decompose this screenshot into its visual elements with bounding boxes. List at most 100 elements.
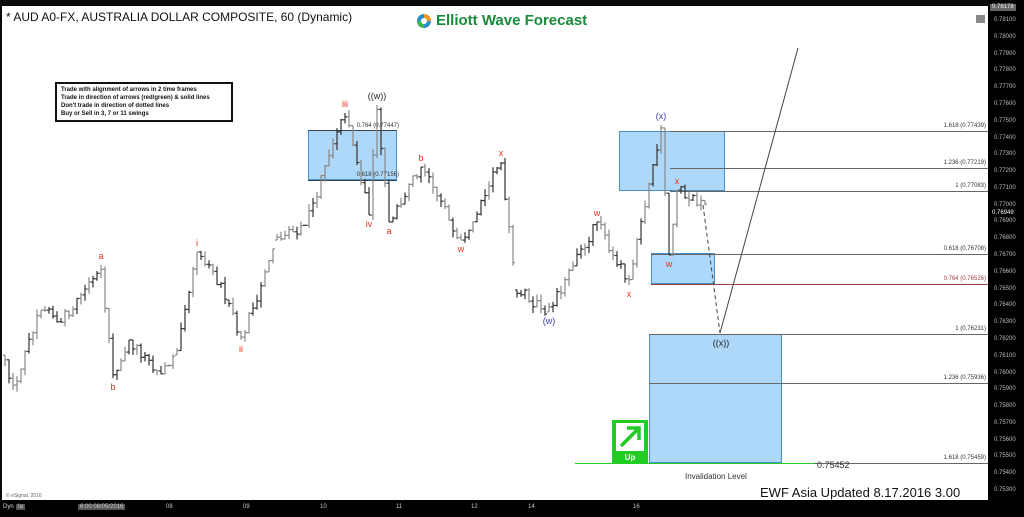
ohlc-bar xyxy=(491,167,495,193)
ohlc-bar xyxy=(7,359,11,384)
ohlc-bar xyxy=(335,128,339,151)
price-tick-label: 0.75600 xyxy=(994,436,1016,443)
time-tick-label: 08 xyxy=(166,504,173,510)
ohlc-bar xyxy=(291,225,295,233)
price-tick-label: 0.77400 xyxy=(994,134,1016,141)
ohlc-bar xyxy=(203,251,207,267)
ohlc-bar xyxy=(167,364,171,367)
ohlc-bar xyxy=(655,144,659,167)
wave-label: w xyxy=(593,207,601,218)
ohlc-bar xyxy=(143,351,147,362)
ohlc-bar xyxy=(135,343,139,355)
ohlc-bar xyxy=(455,227,459,240)
price-tick-label: 0.76500 xyxy=(994,285,1016,292)
ohlc-bar xyxy=(339,118,343,135)
wave-label: i xyxy=(196,237,198,248)
ohlc-bar xyxy=(407,183,411,202)
wave-label: w xyxy=(457,244,465,255)
time-axis[interactable]: Dyn Ia 6:00 08/05/2016 08 09 10 11 12 14 16 xyxy=(0,500,988,517)
ohlc-bar xyxy=(327,149,331,167)
wave-label: b xyxy=(418,153,424,164)
ohlc-bar xyxy=(27,332,31,354)
ohlc-bar xyxy=(3,354,7,367)
ohlc-bar xyxy=(647,182,651,209)
projection-dotted-line xyxy=(702,204,721,334)
price-tick-label: 0.76000 xyxy=(994,369,1016,376)
chart-plot-area[interactable]: * AUD A0-FX, AUSTRALIA DOLLAR COMPOSITE,… xyxy=(2,6,988,500)
ohlc-bar xyxy=(187,290,191,314)
projection-solid-line xyxy=(719,47,799,334)
ohlc-bar xyxy=(699,195,703,211)
ohlc-bar xyxy=(447,204,451,221)
ohlc-bar xyxy=(287,225,291,240)
ohlc-bar xyxy=(467,229,471,240)
fib-level-line xyxy=(649,463,988,465)
price-tick-label: 0.75500 xyxy=(994,453,1016,460)
time-tick-label: 10 xyxy=(320,504,327,510)
ohlc-bar xyxy=(91,275,95,288)
fib-box-top-label: 0.764 (0.77447) xyxy=(356,123,399,129)
ohlc-bar xyxy=(483,189,487,207)
price-tick-label: 0.77500 xyxy=(994,117,1016,124)
ohlc-bar xyxy=(375,104,379,159)
ohlc-bar xyxy=(527,288,531,303)
fib-level-line xyxy=(670,130,988,132)
ohlc-bar xyxy=(223,276,227,305)
fib-level-line xyxy=(649,383,988,385)
logo-icon xyxy=(417,13,431,28)
chart-title: * AUD A0-FX, AUSTRALIA DOLLAR COMPOSITE,… xyxy=(6,10,353,24)
price-tick-label: 0.75900 xyxy=(994,386,1016,393)
ohlc-bar xyxy=(159,366,163,375)
ohlc-bar xyxy=(687,192,691,207)
ohlc-bar xyxy=(267,260,271,273)
ohlc-bar xyxy=(307,204,311,229)
ohlc-bar xyxy=(299,221,303,236)
ohlc-bar xyxy=(663,127,667,197)
fib-box-bottom-line xyxy=(308,180,397,181)
price-tick-label: 0.77100 xyxy=(994,184,1016,191)
ohlc-bar xyxy=(555,287,559,307)
ohlc-bar xyxy=(59,317,63,323)
price-axis[interactable]: 0.78100 0.78000 0.77900 0.77800 0.77700 0.776… xyxy=(988,0,1024,517)
ohlc-bar xyxy=(391,216,395,223)
ohlc-bar xyxy=(175,348,179,356)
fib-box-x-upper xyxy=(619,131,725,191)
ohlc-bar xyxy=(155,369,159,376)
price-tick-label: 0.77000 xyxy=(994,201,1016,208)
ohlc-bar xyxy=(183,305,187,332)
price-tick-label: 0.77700 xyxy=(994,84,1016,91)
ohlc-bar xyxy=(519,289,523,297)
price-tick-label: 0.76400 xyxy=(994,302,1016,309)
ohlc-bar xyxy=(123,346,127,362)
ohlc-bar xyxy=(631,259,635,281)
ohlc-bar xyxy=(435,186,439,202)
ohlc-bar xyxy=(651,164,655,187)
fib-level-label: 0.618 (0.76708) xyxy=(943,245,986,252)
ohlc-bar xyxy=(415,174,419,180)
ohlc-bar xyxy=(495,166,499,175)
ohlc-bar xyxy=(463,232,467,243)
ohlc-bar xyxy=(411,175,415,188)
ohlc-bar xyxy=(99,265,103,279)
ohlc-bar xyxy=(311,197,315,217)
ohlc-bar xyxy=(423,163,427,177)
expand-icon[interactable] xyxy=(976,15,985,23)
ohlc-bar xyxy=(39,309,43,319)
ohlc-bar xyxy=(703,199,707,205)
ohlc-bar xyxy=(403,192,407,205)
fib-level-label: 1.618 (0.75459) xyxy=(943,455,986,462)
ohlc-bar xyxy=(615,251,619,268)
rule-line: Trade with alignment of arrows in 2 time… xyxy=(61,87,197,93)
ohlc-bar xyxy=(19,368,23,384)
rule-line: Don't trade in direction of dotted lines xyxy=(61,103,170,109)
time-tick-label: 09 xyxy=(243,504,250,510)
ohlc-bar xyxy=(643,200,647,225)
ohlc-bar xyxy=(319,174,323,200)
mode-toggle[interactable]: Ia xyxy=(16,504,26,510)
ohlc-bar xyxy=(259,282,263,308)
wave-label: x xyxy=(674,176,680,187)
price-tick-label: 0.77300 xyxy=(994,151,1016,158)
up-arrow-icon xyxy=(616,423,644,451)
ohlc-bar xyxy=(559,285,563,300)
ohlc-bar xyxy=(231,297,235,316)
